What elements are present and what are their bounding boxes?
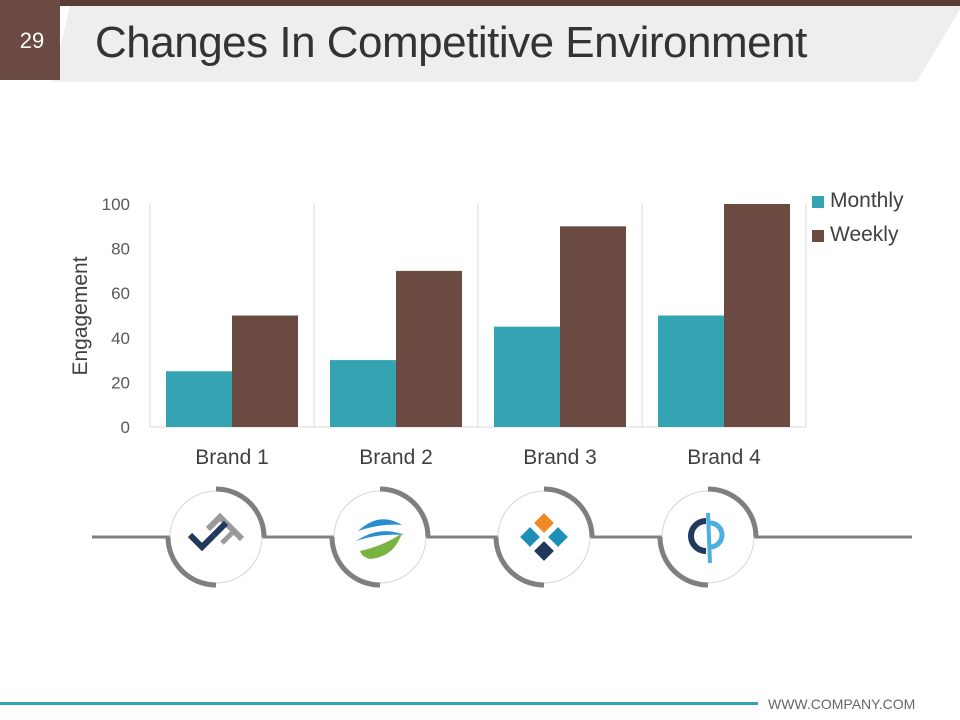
logo-arc-bottom <box>493 536 545 588</box>
brand-2-logo-group <box>329 486 431 588</box>
logo-arc-top <box>543 486 595 538</box>
footer-line <box>0 702 758 705</box>
logo-shape <box>360 533 402 559</box>
x-tick-label: Brand 1 <box>195 446 269 469</box>
logo-shape <box>220 531 234 545</box>
logo-shape <box>356 531 404 541</box>
logo-shape <box>688 518 707 554</box>
legend-label-weekly: Weekly <box>830 223 899 246</box>
y-tick-label: 40 <box>111 329 130 348</box>
slide-title: Changes In Competitive Environment <box>95 18 807 67</box>
y-tick-label: 20 <box>111 373 130 392</box>
brand-1-logo-icon <box>187 512 245 552</box>
legend-swatch-weekly <box>812 230 824 242</box>
logo-arc-bottom <box>657 536 709 588</box>
y-axis-label: Engagement <box>69 256 92 375</box>
logo-arc-bottom <box>165 536 217 588</box>
logo-arc-top <box>215 486 267 538</box>
logo-shape <box>211 520 229 538</box>
logo-arc-bottom <box>329 536 381 588</box>
slide-number-box <box>0 0 60 80</box>
y-tick-label: 100 <box>102 195 130 214</box>
slide-number: 29 <box>19 28 45 53</box>
footer-url: WWW.COMPANY.COM <box>768 696 916 712</box>
legend-swatch-monthly <box>812 196 824 208</box>
logo-shape <box>358 519 402 531</box>
bar-monthly-3 <box>494 326 560 427</box>
bar-monthly-4 <box>658 315 724 427</box>
bar-weekly-3 <box>560 226 626 427</box>
logo-shape <box>709 520 725 550</box>
brand-4-logo-group <box>657 486 759 588</box>
y-tick-label: 60 <box>111 284 130 303</box>
bar-monthly-2 <box>330 360 396 427</box>
bar-weekly-1 <box>232 315 298 427</box>
brand-3-logo-group <box>493 486 595 588</box>
bar-weekly-4 <box>724 204 790 427</box>
logo-arc-top <box>379 486 431 538</box>
legend-label-monthly: Monthly <box>830 189 904 212</box>
y-tick-label: 80 <box>111 240 130 259</box>
logo-shape <box>706 512 712 564</box>
brand-4-logo-icon <box>688 512 725 564</box>
title-band <box>52 6 960 82</box>
x-tick-label: Brand 4 <box>687 446 761 469</box>
logo-shape <box>187 532 217 552</box>
x-tick-label: Brand 2 <box>359 446 433 469</box>
top-accent-bar <box>0 0 960 6</box>
x-tick-label: Brand 3 <box>523 446 597 469</box>
bar-weekly-2 <box>396 270 462 427</box>
bar-monthly-1 <box>166 371 232 427</box>
y-tick-label: 0 <box>121 418 130 437</box>
brand-2-logo-icon <box>356 519 404 559</box>
brand-1-logo-group <box>165 486 267 588</box>
logo-arc-top <box>707 486 759 538</box>
